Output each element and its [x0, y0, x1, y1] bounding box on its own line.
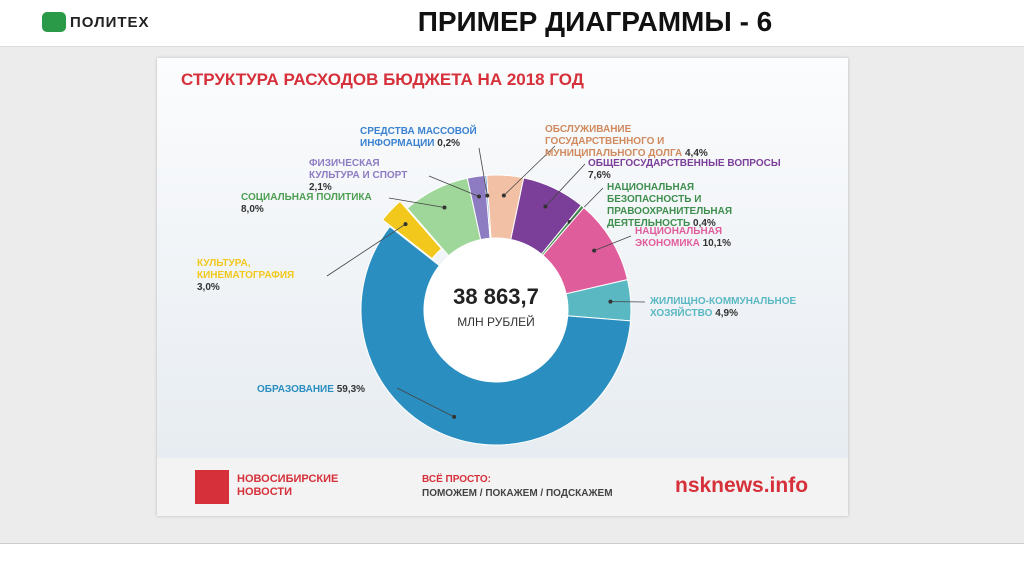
leader-line — [503, 145, 556, 196]
donut-hole — [424, 238, 568, 382]
slice-label: ФИЗИЧЕСКАЯ КУЛЬТУРА И СПОРТ 2,1% — [309, 158, 429, 194]
slice-value: 59,3% — [336, 384, 366, 395]
slice-label: НАЦИОНАЛЬНАЯ БЕЗОПАСНОСТЬ И ПРАВООХРАНИТ… — [607, 182, 777, 230]
leader-dot — [442, 205, 447, 210]
slice-name: ФИЗИЧЕСКАЯ КУЛЬТУРА И СПОРТ — [309, 158, 408, 181]
slice-value: 4,9% — [715, 308, 738, 319]
slice-value: 0,2% — [437, 138, 461, 149]
slice-label: СРЕДСТВА МАССОВОЙ ИНФОРМАЦИИ 0,2% — [360, 126, 480, 150]
slice-name: ОБСЛУЖИВАНИЕ ГОСУДАРСТВЕННОГО И МУНИЦИПА… — [545, 124, 683, 159]
logo-text: ПОЛИТЕХ — [70, 13, 150, 31]
leader-dot — [485, 193, 490, 198]
slice-value: 8,0% — [241, 204, 264, 215]
brand-icon — [195, 470, 229, 504]
slogan-title: ВСЁ ПРОСТО: — [422, 474, 491, 485]
donut-chart: 38 863,7 МЛН РУБЛЕЙ — [326, 145, 646, 446]
slice-label: ОБРАЗОВАНИЕ 59,3% — [257, 384, 387, 396]
slice-label: НАЦИОНАЛЬНАЯ ЭКОНОМИКА 10,1% — [635, 226, 755, 250]
leader-line — [388, 197, 445, 208]
slice-value: 2,1% — [309, 182, 332, 193]
slice — [360, 225, 632, 446]
slide-title: ПРИМЕР ДИАГРАММЫ - 6 — [417, 6, 773, 37]
slice-value: 0,4% — [693, 218, 716, 229]
slogan: ПОМОЖЕМ / ПОКАЖЕМ / ПОДСКАЖЕМ — [422, 488, 613, 499]
footer: НОВОСИБИРСКИЕ НОВОСТИ ВСЁ ПРОСТО: ПОМОЖЕ… — [157, 458, 848, 516]
leader-line — [594, 235, 632, 251]
chart-card: СТРУКТУРА РАСХОДОВ БЮДЖЕТА НА 2018 ГОД 3… — [157, 58, 848, 516]
leader-line — [478, 147, 488, 196]
slice-name: ОБРАЗОВАНИЕ — [257, 384, 334, 395]
leader-line — [396, 387, 455, 418]
slice-value: 7,6% — [588, 170, 611, 181]
slice-name: СРЕДСТВА МАССОВОЙ ИНФОРМАЦИИ — [360, 126, 477, 149]
center-sublabel: МЛН РУБЛЕЙ — [457, 314, 535, 329]
slice-name: НАЦИОНАЛЬНАЯ БЕЗОПАСНОСТЬ И ПРАВООХРАНИТ… — [607, 182, 733, 229]
leader-dot — [501, 193, 506, 198]
logo: ПОЛИТЕХ — [42, 12, 150, 32]
leader-line — [569, 187, 604, 223]
slice-value: 4,4% — [685, 148, 708, 159]
brand: НОВОСИБИРСКИЕ НОВОСТИ — [237, 473, 339, 498]
slice — [381, 200, 443, 260]
leader-dot — [403, 222, 408, 227]
slice-label: ОБЩЕГОСУДАРСТВЕННЫЕ ВОПРОСЫ 7,6% — [588, 158, 788, 182]
chart-title: СТРУКТУРА РАСХОДОВ БЮДЖЕТА НА 2018 ГОД — [181, 70, 584, 89]
slice-name: ЖИЛИЩНО-КОММУНАЛЬНОЕ ХОЗЯЙСТВО — [650, 296, 797, 319]
logo-icon — [42, 12, 66, 32]
slice-value: 3,0% — [197, 282, 220, 293]
slice-name: НАЦИОНАЛЬНАЯ ЭКОНОМИКА — [635, 226, 723, 249]
leader-dot — [608, 299, 613, 304]
slice-value: 10,1% — [702, 238, 731, 249]
leader-line — [428, 175, 480, 197]
slice-label: ЖИЛИЩНО-КОММУНАЛЬНОЕ ХОЗЯЙСТВО 4,9% — [650, 296, 800, 320]
slice-name: КУЛЬТУРА, КИНЕМАТОГРАФИЯ — [197, 258, 295, 281]
slice-name: СОЦИАЛЬНАЯ ПОЛИТИКА — [241, 192, 372, 203]
leader-line — [545, 163, 586, 207]
slice-label: ОБСЛУЖИВАНИЕ ГОСУДАРСТВЕННОГО И МУНИЦИПА… — [545, 124, 735, 160]
leader-dot — [543, 204, 548, 209]
leader-dot — [477, 194, 482, 199]
slice-label: КУЛЬТУРА, КИНЕМАТОГРАФИЯ 3,0% — [197, 258, 317, 294]
leader-line — [326, 223, 406, 277]
leader-dot — [452, 414, 457, 419]
leader-dot — [592, 248, 597, 253]
site: nsknews.info — [675, 474, 809, 497]
center-label: 38 863,7 — [453, 284, 539, 309]
slice-name: ОБЩЕГОСУДАРСТВЕННЫЕ ВОПРОСЫ — [588, 158, 781, 169]
slice-label: СОЦИАЛЬНАЯ ПОЛИТИКА 8,0% — [241, 192, 391, 216]
